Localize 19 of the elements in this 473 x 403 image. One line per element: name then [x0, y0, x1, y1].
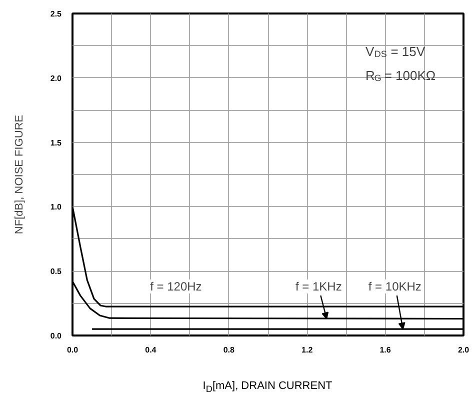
annotation: f = 120Hz [150, 280, 202, 294]
x-tick-label: 0.4 [145, 346, 157, 354]
annotation: VDS = 15V [366, 44, 426, 59]
annotation: RG = 100KΩ [366, 68, 436, 83]
y-axis-title: NF[dB], NOISE FIGURE [13, 114, 26, 234]
x-tick-label: 0.0 [66, 346, 79, 354]
annotation: f = 1KHz [295, 280, 342, 294]
y-tick-label: 0.5 [50, 267, 62, 276]
x-axis-title: I$_{D}$[mA], DRAIN CURRENT [202, 379, 332, 396]
y-tick-label: 2.0 [50, 74, 62, 83]
x-tick-label: 1.2 [302, 346, 314, 354]
y-tick-label: 1.5 [50, 138, 62, 148]
x-tick-label: 1.6 [380, 346, 392, 354]
x-tick-label: 0.8 [223, 346, 236, 354]
annotation: f = 10KHz [368, 280, 422, 294]
y-tick-label: 1.0 [50, 202, 62, 212]
x-tick-label: 2.0 [458, 346, 470, 354]
y-tick-label: 2.5 [50, 10, 62, 18]
y-tick-label: 0.0 [50, 332, 62, 340]
